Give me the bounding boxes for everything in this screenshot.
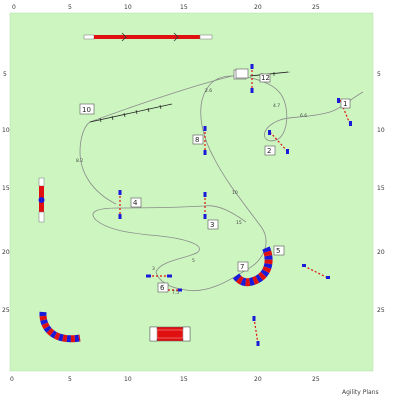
jump-obstacle [203, 126, 207, 155]
distance-label: 2.6 [205, 88, 212, 94]
distance-label: 10 [232, 190, 238, 196]
x-tick-bottom: 10 [124, 376, 132, 383]
y-axis-left: 5 10 15 20 25 [2, 71, 10, 314]
obstacle-number-4: 4 [130, 197, 142, 208]
jump-obstacle [268, 130, 289, 154]
y-tick-right: 10 [377, 127, 385, 134]
x-tick-bottom: 5 [68, 376, 72, 383]
x-tick-bottom: 0 [10, 376, 14, 383]
x-tick-top: 0 [12, 4, 16, 11]
obstacle-number-10: 10 [79, 103, 95, 115]
distance-label: 5 [192, 258, 195, 264]
obstacle-number-7: 7 [237, 261, 249, 272]
tunnel-bottom-left [39, 311, 81, 343]
a-frame-obstacle [38, 177, 45, 223]
handler-path-upper [79, 75, 233, 205]
distance-label: 15 [236, 220, 242, 226]
obstacle-number-3: 3 [207, 219, 219, 230]
y-tick-left: 5 [3, 71, 7, 78]
distance-label: 4.7 [273, 103, 280, 109]
footer-credit: Agility Plans [342, 389, 379, 396]
dog-walk-obstacle [83, 32, 213, 42]
x-tick-top: 15 [180, 4, 188, 11]
x-axis-top: 0 5 10 15 20 25 [12, 4, 320, 11]
y-tick-left: 15 [2, 185, 10, 192]
y-tick-left: 20 [2, 249, 10, 256]
tunnel-obstacle-5 [232, 246, 273, 287]
svg-text:7: 7 [240, 263, 244, 271]
svg-text:12: 12 [261, 74, 270, 82]
svg-text:5: 5 [276, 247, 280, 255]
y-tick-right: 20 [377, 249, 385, 256]
y-tick-right: 5 [377, 71, 381, 78]
jump-obstacle [146, 274, 172, 278]
jump-obstacle [118, 190, 122, 219]
svg-text:8: 8 [195, 136, 199, 144]
jump-obstacle [252, 316, 260, 346]
svg-text:3: 3 [210, 221, 214, 229]
x-tick-top: 20 [254, 4, 262, 11]
x-tick-bottom: 25 [312, 376, 320, 383]
x-tick-top: 10 [124, 4, 132, 11]
x-axis-bottom: 0 5 10 15 20 25 [10, 376, 320, 383]
obstacle-number-1: 1 [340, 98, 351, 109]
weave-poles-obstacle [89, 103, 173, 123]
obstacle-number-5: 5 [273, 245, 285, 256]
x-tick-bottom: 15 [180, 376, 188, 383]
x-tick-top: 5 [68, 4, 72, 11]
y-tick-left: 25 [2, 307, 10, 314]
obstacle-number-8: 8 [192, 134, 204, 145]
field-area [9, 12, 374, 372]
svg-text:6: 6 [160, 284, 165, 292]
svg-text:1: 1 [343, 100, 347, 108]
path-distance-labels: 2.6 4.7 6.6 8.2 10 15 5 7.5 3 [76, 88, 307, 296]
y-tick-right: 25 [377, 307, 385, 314]
distance-label: 7.5 [172, 290, 179, 296]
distance-label: 8.2 [76, 158, 83, 164]
distance-label: 3 [152, 266, 155, 272]
svg-text:4: 4 [133, 199, 138, 207]
handler-path [92, 75, 364, 292]
svg-text:10: 10 [82, 106, 91, 114]
y-tick-right: 15 [377, 185, 385, 192]
jump-obstacle [203, 192, 207, 219]
y-tick-left: 10 [2, 127, 10, 134]
obstacle-number-11 [235, 68, 249, 79]
svg-text:2: 2 [267, 147, 271, 155]
obstacle-number-12: 12 [259, 73, 271, 83]
x-tick-bottom: 20 [254, 376, 262, 383]
y-axis-right: 5 10 15 20 25 [377, 71, 385, 314]
wall-obstacle [149, 326, 191, 342]
obstacle-number-2: 2 [264, 145, 276, 156]
jump-obstacle [250, 64, 254, 93]
distance-label: 6.6 [300, 113, 307, 119]
x-tick-top: 25 [312, 4, 320, 11]
jump-obstacle [302, 264, 330, 279]
obstacle-number-6: 6 [157, 282, 169, 293]
